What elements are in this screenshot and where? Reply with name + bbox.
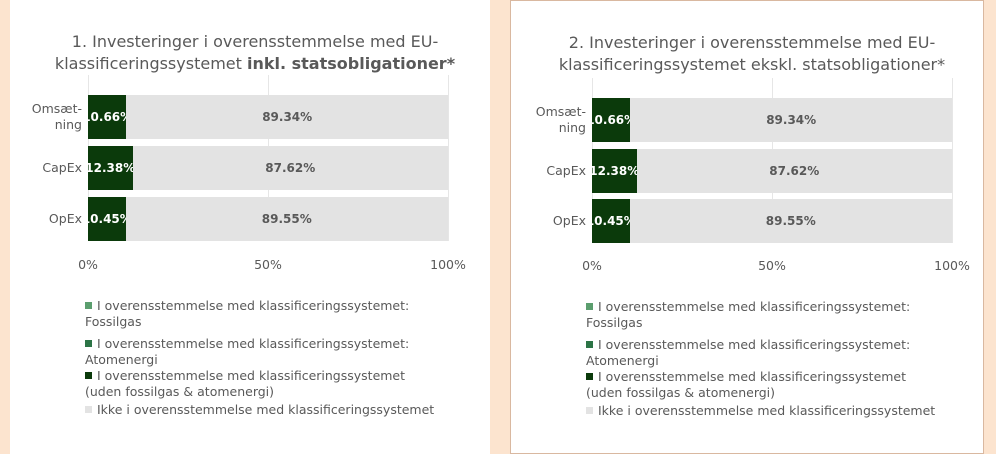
panel: 1. Investeringer i overensstemmelse med …: [10, 0, 490, 454]
legend-item: I overensstemmelse med klassificeringssy…: [586, 369, 941, 401]
x-tick-label: 50%: [758, 258, 786, 273]
bar-segment: 87.62%: [132, 146, 448, 190]
value-label: 87.62%: [265, 161, 316, 175]
category-label: Omsæt-ning: [32, 95, 82, 139]
legend-swatch: [586, 303, 593, 310]
category-label: CapEx: [38, 146, 82, 190]
panel: 2. Investeringer i overensstemmelse med …: [510, 0, 984, 454]
legend-text: I overensstemmelse med klassificeringssy…: [586, 299, 911, 330]
chart-title: 1. Investeringer i overensstemmelse med …: [40, 31, 470, 75]
value-label: 89.55%: [765, 214, 816, 228]
chart-title: 2. Investeringer i overensstemmelse med …: [541, 32, 963, 76]
bar-segment: 89.55%: [629, 199, 952, 243]
bar-segment: 87.62%: [636, 149, 952, 193]
bar-segment: 12.38%: [589, 149, 640, 193]
category-label: Omsæt-ning: [536, 98, 586, 142]
x-tick-label: 50%: [254, 257, 282, 272]
bar-segment: 10.45%: [82, 197, 132, 241]
legend-swatch: [85, 340, 92, 347]
value-label: 10.66%: [82, 110, 133, 124]
legend-item: I overensstemmelse med klassificeringssy…: [85, 298, 440, 330]
x-tick-label: 0%: [78, 257, 98, 272]
category-label: CapEx: [542, 149, 586, 193]
value-label: 10.45%: [81, 212, 132, 226]
value-label: 89.55%: [261, 212, 312, 226]
value-label: 89.34%: [262, 110, 313, 124]
value-label: 12.38%: [589, 164, 640, 178]
category-text: OpEx: [48, 211, 82, 226]
bar-segment: 89.55%: [125, 197, 448, 241]
legend-swatch: [85, 302, 92, 309]
legend-item: I overensstemmelse med klassificeringssy…: [85, 336, 440, 368]
bar-segment: 10.66%: [586, 98, 636, 142]
category-label: OpEx: [542, 199, 586, 243]
title-text: 1. Investeringer i overensstemmelse med …: [54, 32, 439, 73]
legend-swatch: [586, 407, 593, 414]
x-tick-label: 100%: [934, 258, 970, 273]
legend-swatch: [85, 406, 92, 413]
value-label: 89.34%: [766, 113, 817, 127]
category-text: CapEx: [546, 163, 586, 178]
category-text: CapEx: [42, 160, 82, 175]
value-label: 10.66%: [586, 113, 637, 127]
value-label: 12.38%: [85, 161, 136, 175]
legend-item: I overensstemmelse med klassificeringssy…: [586, 299, 941, 331]
legend-text: I overensstemmelse med klassificeringssy…: [85, 336, 410, 367]
legend-item: Ikke i overensstemmelse med klassificeri…: [586, 403, 941, 419]
bar-segment: 10.66%: [82, 95, 132, 139]
x-tick-label: 0%: [582, 258, 602, 273]
grid-line: [448, 75, 449, 241]
bar-segment: 89.34%: [630, 98, 952, 142]
x-tick-label: 100%: [430, 257, 466, 272]
grid-line: [952, 78, 953, 243]
title-bold: inkl. statsobligationer*: [246, 54, 456, 73]
legend-text: I overensstemmelse med klassificeringssy…: [85, 368, 406, 399]
legend-text: Ikke i overensstemmelse med klassificeri…: [97, 402, 435, 417]
category-text: Omsæt-ning: [535, 104, 586, 135]
category-text: OpEx: [552, 213, 586, 228]
bar-segment: 12.38%: [85, 146, 136, 190]
legend-swatch: [586, 341, 593, 348]
legend-item: Ikke i overensstemmelse med klassificeri…: [85, 402, 440, 418]
legend-item: I overensstemmelse med klassificeringssy…: [85, 368, 440, 400]
bar-segment: 10.45%: [586, 199, 636, 243]
category-label: OpEx: [38, 197, 82, 241]
legend-text: Ikke i overensstemmelse med klassificeri…: [598, 403, 936, 418]
legend-item: I overensstemmelse med klassificeringssy…: [586, 337, 941, 369]
legend-text: I overensstemmelse med klassificeringssy…: [586, 337, 911, 368]
legend-text: I overensstemmelse med klassificeringssy…: [85, 298, 410, 329]
title-text: 2. Investeringer i overensstemmelse med …: [558, 33, 946, 74]
legend-swatch: [85, 372, 92, 379]
bar-segment: 89.34%: [126, 95, 448, 139]
legend-swatch: [586, 373, 593, 380]
value-label: 87.62%: [769, 164, 820, 178]
legend-text: I overensstemmelse med klassificeringssy…: [586, 369, 907, 400]
category-text: Omsæt-ning: [31, 101, 82, 132]
value-label: 10.45%: [585, 214, 636, 228]
